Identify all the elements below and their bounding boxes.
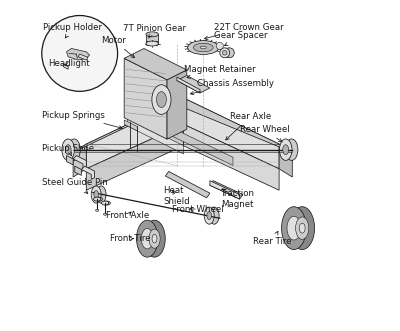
Ellipse shape: [103, 201, 110, 205]
Polygon shape: [210, 181, 240, 199]
Ellipse shape: [209, 207, 219, 224]
Polygon shape: [128, 118, 184, 154]
Ellipse shape: [68, 139, 80, 161]
Ellipse shape: [207, 212, 212, 219]
Polygon shape: [86, 98, 279, 169]
Circle shape: [42, 16, 118, 91]
Ellipse shape: [149, 229, 160, 248]
Polygon shape: [63, 64, 68, 69]
Text: Headlight: Headlight: [48, 60, 90, 69]
Polygon shape: [180, 98, 292, 152]
Ellipse shape: [146, 32, 158, 37]
Ellipse shape: [65, 145, 71, 155]
Ellipse shape: [141, 228, 153, 249]
Polygon shape: [66, 156, 73, 165]
Ellipse shape: [152, 234, 157, 243]
Text: Gear Spacer: Gear Spacer: [214, 31, 268, 46]
Ellipse shape: [136, 220, 158, 257]
Ellipse shape: [96, 186, 106, 203]
Polygon shape: [184, 124, 279, 190]
Polygon shape: [86, 124, 184, 190]
Ellipse shape: [95, 197, 102, 201]
Ellipse shape: [282, 207, 306, 250]
Text: Rear Tire: Rear Tire: [253, 231, 291, 247]
Ellipse shape: [91, 186, 101, 203]
Polygon shape: [165, 171, 210, 198]
Polygon shape: [210, 181, 243, 199]
Ellipse shape: [152, 85, 171, 115]
Text: 7T Pinion Gear: 7T Pinion Gear: [122, 24, 186, 38]
Ellipse shape: [102, 201, 109, 205]
Polygon shape: [73, 98, 184, 152]
Text: Pickup Springs: Pickup Springs: [42, 111, 122, 129]
Polygon shape: [279, 144, 292, 177]
Text: Rear Axle: Rear Axle: [226, 112, 271, 140]
Polygon shape: [73, 156, 86, 169]
Ellipse shape: [224, 48, 234, 58]
Text: Magnet Retainer: Magnet Retainer: [184, 66, 255, 78]
Text: Pickup Holder: Pickup Holder: [44, 23, 102, 38]
Polygon shape: [167, 70, 187, 139]
Ellipse shape: [146, 41, 158, 46]
Text: Motor: Motor: [101, 36, 134, 58]
Text: 22T Crown Gear: 22T Crown Gear: [204, 23, 284, 39]
Polygon shape: [75, 166, 81, 175]
Ellipse shape: [287, 216, 301, 240]
Ellipse shape: [94, 197, 101, 201]
Text: Chassis Assembly: Chassis Assembly: [190, 79, 274, 95]
Polygon shape: [124, 48, 187, 80]
Ellipse shape: [104, 213, 107, 215]
Text: Traction
Magnet: Traction Magnet: [222, 189, 256, 209]
Polygon shape: [66, 48, 90, 60]
Ellipse shape: [156, 92, 166, 108]
Text: Heat
Shield: Heat Shield: [163, 186, 190, 206]
Ellipse shape: [283, 145, 289, 155]
Ellipse shape: [204, 207, 214, 224]
Ellipse shape: [222, 50, 227, 55]
Polygon shape: [81, 166, 94, 179]
Polygon shape: [177, 77, 200, 93]
Polygon shape: [177, 75, 210, 93]
Ellipse shape: [94, 191, 98, 199]
Polygon shape: [146, 34, 158, 44]
Text: Front Axle: Front Axle: [106, 211, 149, 220]
Ellipse shape: [194, 43, 213, 52]
Ellipse shape: [220, 48, 230, 58]
Ellipse shape: [200, 46, 206, 49]
Polygon shape: [78, 54, 88, 60]
Text: Front Tire: Front Tire: [110, 234, 151, 243]
Polygon shape: [124, 120, 137, 131]
Ellipse shape: [280, 139, 292, 161]
Text: Pickup Shoe: Pickup Shoe: [42, 144, 94, 156]
Ellipse shape: [62, 139, 74, 161]
Text: Rear Wheel: Rear Wheel: [240, 125, 289, 142]
Ellipse shape: [216, 42, 224, 49]
Ellipse shape: [144, 220, 165, 257]
Polygon shape: [141, 113, 233, 166]
Ellipse shape: [188, 41, 219, 54]
Ellipse shape: [290, 207, 314, 250]
Text: Front Wheel: Front Wheel: [172, 205, 224, 213]
Polygon shape: [124, 58, 167, 139]
Ellipse shape: [299, 223, 305, 233]
Text: Steel Guide Pin: Steel Guide Pin: [42, 178, 108, 193]
Ellipse shape: [96, 209, 99, 211]
Ellipse shape: [285, 139, 298, 161]
Ellipse shape: [296, 217, 309, 239]
Polygon shape: [73, 144, 86, 177]
